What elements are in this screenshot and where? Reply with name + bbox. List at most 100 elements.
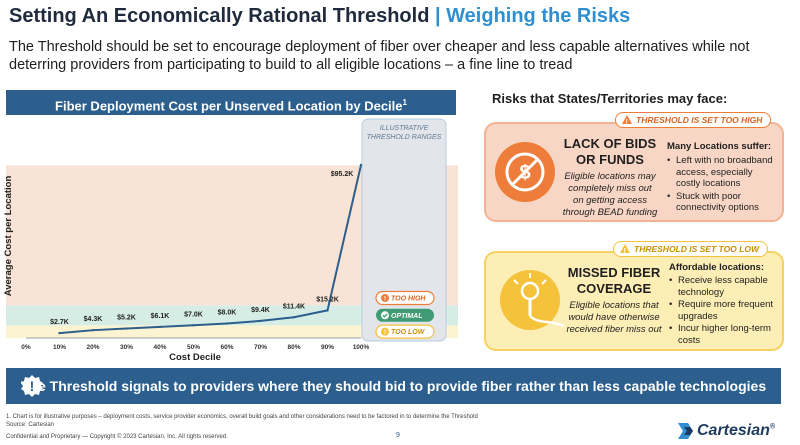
risk-high-heading-1: LACK OF BIDS [563, 136, 657, 151]
warning-icon [381, 294, 389, 303]
svg-text:!: ! [30, 378, 35, 394]
x-tick-label: 50% [187, 344, 200, 351]
data-label: $11.4K [283, 303, 305, 310]
x-tick-label: 70% [254, 344, 267, 351]
list-item: Stuck with poor connectivity options [667, 191, 777, 214]
threshold-panel [361, 118, 447, 342]
optimal-label: OPTIMAL [391, 313, 423, 320]
risk-high-bullets-head: Many Locations suffer: [667, 141, 771, 152]
data-label: $6.1K [151, 313, 170, 320]
risk-low-desc-line: would have otherwise [568, 312, 660, 323]
data-point [125, 327, 128, 330]
risk-high-heading-2: OR FUNDS [576, 152, 644, 167]
threshold-panel-title-1: ILLUSTRATIVE [380, 125, 429, 132]
risk-high-bullets: Left with no broadband access, especiall… [667, 155, 777, 215]
data-point [225, 322, 229, 325]
too-high-pill [375, 290, 435, 306]
x-tick-label: 40% [153, 344, 166, 351]
chart-header-text: Fiber Deployment Cost per Unserved Locat… [55, 98, 403, 114]
y-axis-label: Average Cost per Location [3, 176, 14, 297]
risks-title: Risks that States/Territories may face: [492, 91, 728, 106]
risk-low-desc-line: received fiber miss out [566, 324, 662, 335]
risk-low-heading-2: COVERAGE [576, 281, 652, 296]
x-axis-label: Cost Decile [169, 352, 221, 363]
risk-high-desc: Eligible locations may completely miss o… [556, 171, 664, 219]
check-icon [381, 311, 389, 320]
risk-high-desc-line: Eligible locations may [564, 171, 656, 182]
badge-text: THRESHOLD IS SET TOO LOW [634, 244, 759, 254]
too-low-pill [375, 324, 435, 339]
svg-text:$: $ [519, 162, 530, 184]
risk-high-desc-line: completely miss out [568, 183, 652, 194]
x-tick-label: 0% [21, 344, 31, 351]
title-main: Setting An Economically Rational Thresho… [9, 5, 430, 27]
risk-high-desc-line: on getting access [573, 195, 647, 206]
data-point [58, 331, 61, 335]
x-tick-label: 90% [321, 344, 334, 351]
too-low-label: TOO LOW [391, 329, 426, 336]
footnote-source: Source: Cartesian [6, 421, 55, 428]
warning-icon [620, 244, 630, 259]
warning-icon [622, 115, 632, 130]
x-tick-label: 20% [86, 344, 99, 351]
too-high-label: TOO HIGH [391, 296, 426, 303]
x-tick-label: 60% [220, 344, 233, 351]
x-tick-label: 80% [287, 344, 300, 351]
cost-decile-chart: ILLUSTRATIVE THRESHOLD RANGES $2.7K $4.3K… [3, 118, 458, 363]
risk-high-desc-line: through BEAD funding [562, 207, 658, 218]
data-point [192, 324, 195, 327]
list-item: Require more frequent upgrades [669, 299, 779, 322]
footnote-line: 1. Chart is for illustrative purposes – … [6, 414, 478, 420]
risk-low-heading: MISSED FIBER COVERAGE [560, 265, 668, 297]
data-label: $7.0K [184, 311, 203, 318]
page-title: Setting An Economically Rational Thresho… [9, 5, 630, 28]
x-tick-label: 10% [53, 344, 66, 351]
risk-low-bullets-head: Affordable locations: [669, 262, 765, 273]
badge-threshold-too-high: THRESHOLD IS SET TOO HIGH [615, 112, 772, 130]
footnote-copyright: Confidential and Proprietary — Copyright… [6, 434, 228, 440]
data-label: $15.2K [316, 296, 339, 303]
title-accent: Weighing the Risks [446, 5, 631, 27]
risk-low-bullets: Receive less capable technology Require … [669, 275, 779, 347]
alert-icon: ! [21, 375, 43, 397]
page-subtitle: The Threshold should be set to encourage… [9, 39, 750, 73]
data-point [326, 309, 329, 312]
data-label: $5.2K [117, 315, 136, 322]
dollar-no-icon: $ [495, 142, 555, 202]
chart-header-footnote-marker: 1 [402, 98, 407, 107]
warning-icon-glyph: ! [384, 330, 386, 336]
data-point [259, 319, 262, 323]
logo-word: Cartesian [697, 422, 770, 439]
risk-low-heading-1: MISSED FIBER [567, 265, 661, 280]
list-item: Left with no broadband access, especiall… [667, 155, 777, 190]
data-point [359, 163, 363, 167]
list-item: Incur higher long-term costs [669, 323, 779, 346]
data-label: $95.2K [331, 171, 354, 178]
footnote: 1. Chart is for illustrative purposes – … [6, 414, 478, 442]
cartesian-logo-text: Cartesian® [697, 422, 775, 440]
banner-text: The Threshold signals to providers where… [20, 378, 767, 394]
optimal-pill [376, 308, 434, 322]
title-separator: | [434, 5, 441, 27]
logo-mark: ® [769, 423, 776, 431]
threshold-panel-title-2: THRESHOLD RANGES [367, 134, 442, 141]
data-label: $4.3K [84, 316, 103, 323]
data-point [91, 328, 95, 332]
risk-high-heading: LACK OF BIDS OR FUNDS [556, 136, 664, 168]
list-item: Receive less capable technology [669, 275, 779, 298]
fiber-cable-icon [500, 270, 565, 330]
data-label: $2.7K [50, 319, 69, 326]
data-point [292, 316, 296, 319]
data-point [158, 325, 162, 329]
warning-icon [381, 327, 389, 336]
badge-threshold-too-low: THRESHOLD IS SET TOO LOW [613, 241, 768, 259]
x-tick-label: 30% [120, 344, 133, 351]
chart-header: Fiber Deployment Cost per Unserved Locat… [6, 90, 456, 115]
badge-text: THRESHOLD IS SET TOO HIGH [636, 115, 763, 125]
cartesian-logo-icon [678, 423, 693, 439]
x-tick-label: 100% [353, 344, 370, 351]
data-label: $8.0K [218, 309, 237, 316]
data-label: $9.4K [251, 307, 270, 314]
risk-low-desc-line: Eligible locations that [569, 300, 659, 311]
risk-low-desc: Eligible locations that would have other… [560, 300, 668, 336]
